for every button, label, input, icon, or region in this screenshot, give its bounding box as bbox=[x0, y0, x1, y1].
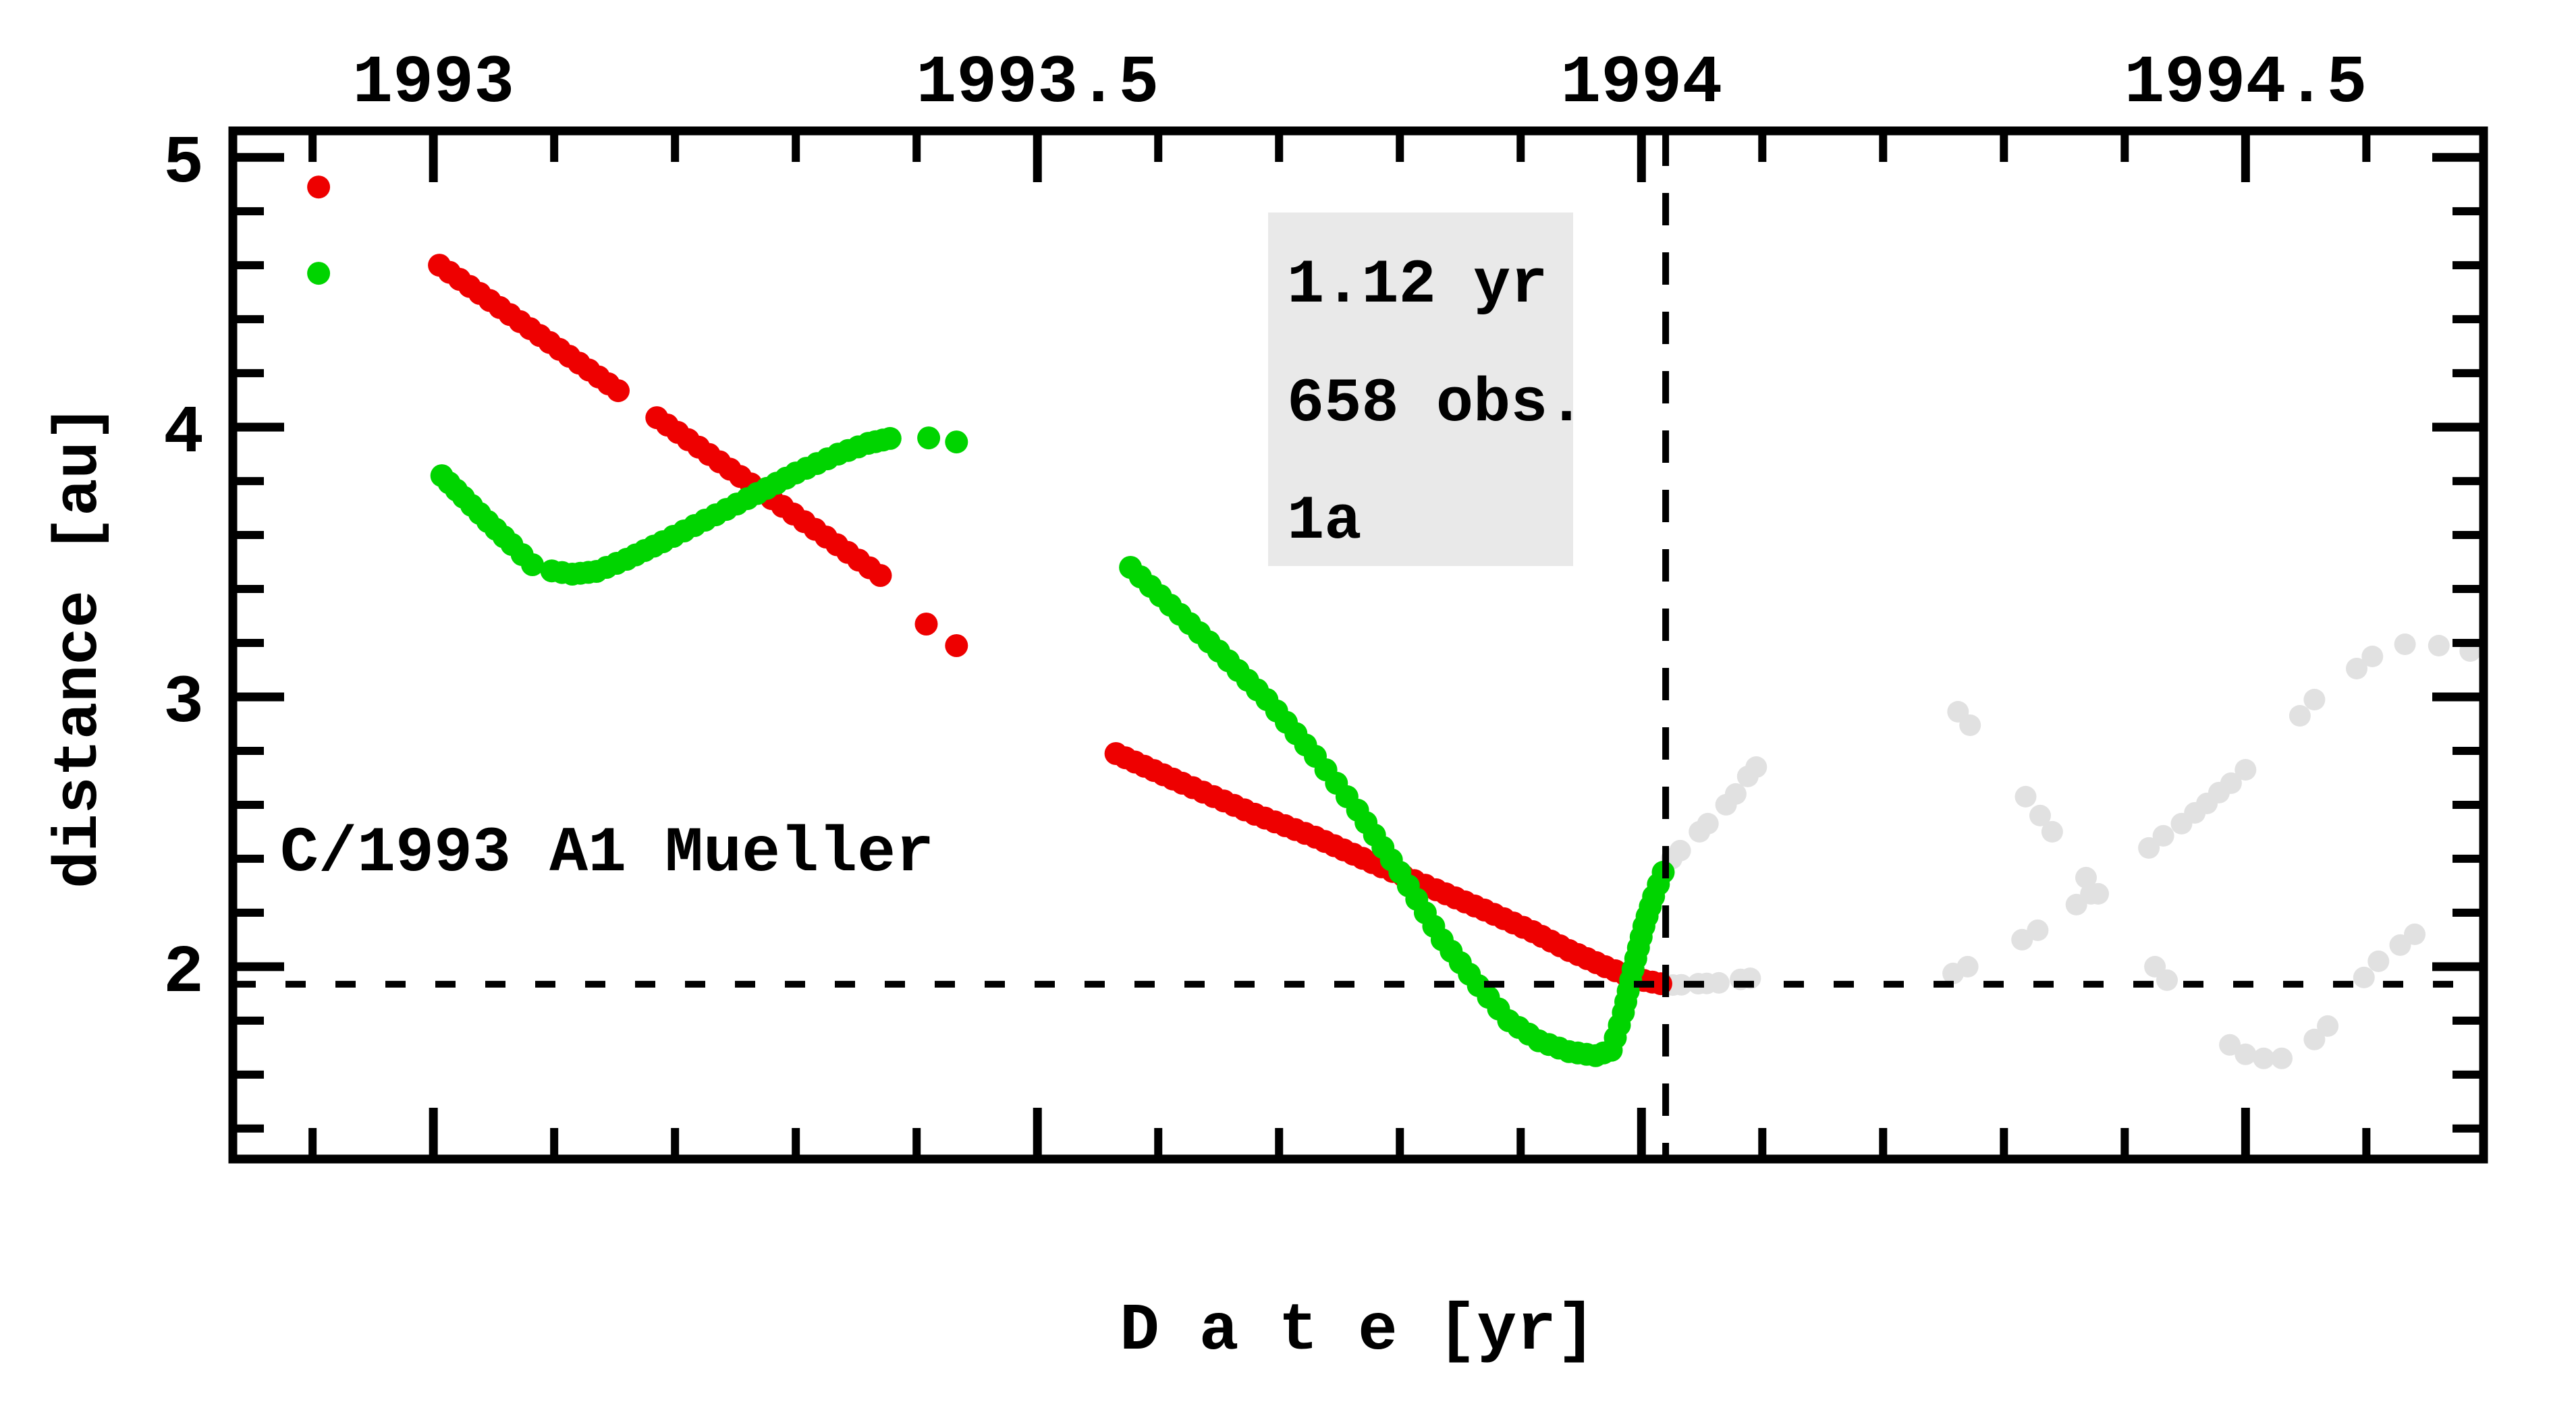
x-axis-tick-label: 1994.5 bbox=[2124, 46, 2367, 122]
predicted-extrapolation-point bbox=[2289, 705, 2311, 727]
predicted-extrapolation-point bbox=[1669, 839, 1691, 862]
geocentric-distance-point bbox=[917, 426, 941, 450]
y-axis-tick-label: 5 bbox=[163, 126, 204, 202]
predicted-extrapolation-point bbox=[2271, 1047, 2293, 1069]
predicted-extrapolation-point bbox=[1724, 783, 1747, 805]
predicted-extrapolation-point bbox=[2353, 966, 2375, 988]
x-axis-tick-label: 1994 bbox=[1560, 46, 1722, 122]
predicted-extrapolation-point bbox=[2219, 1034, 2241, 1056]
predicted-extrapolation-point bbox=[1745, 756, 1767, 778]
predicted-extrapolation-point bbox=[2303, 689, 2326, 710]
heliocentric-distance-point bbox=[607, 379, 630, 403]
predicted-extrapolation-point bbox=[1697, 812, 1719, 835]
predicted-extrapolation-point bbox=[2075, 866, 2097, 889]
predicted-extrapolation-point bbox=[2029, 804, 2051, 826]
heliocentric-distance-point bbox=[307, 175, 331, 199]
geocentric-distance-point bbox=[945, 430, 968, 454]
x-axis-title: D a t e [yr] bbox=[1120, 1294, 1596, 1369]
y-axis-tick-label: 2 bbox=[163, 936, 204, 1012]
heliocentric-distance-point bbox=[869, 564, 892, 587]
predicted-extrapolation-point bbox=[2156, 969, 2178, 991]
geocentric-distance-point bbox=[878, 426, 902, 450]
observation-count-label: 658 obs. bbox=[1287, 368, 1585, 439]
heliocentric-distance-point bbox=[945, 634, 968, 657]
predicted-extrapolation-point bbox=[2015, 785, 2037, 808]
y-axis-tick-label: 4 bbox=[163, 396, 204, 472]
predicted-extrapolation-point bbox=[2404, 923, 2426, 945]
y-axis-tick-label: 3 bbox=[163, 666, 204, 742]
orbital-arc-length-label: 1.12 yr bbox=[1287, 250, 1548, 320]
predicted-extrapolation-point bbox=[2361, 646, 2384, 667]
predicted-extrapolation-point bbox=[2235, 759, 2257, 781]
heliocentric-distance-point bbox=[914, 613, 938, 636]
predicted-extrapolation-point bbox=[1959, 714, 1981, 736]
predicted-extrapolation-point bbox=[2138, 837, 2160, 859]
y-axis-title: distance [au] bbox=[44, 404, 115, 889]
predicted-extrapolation-point bbox=[2152, 824, 2174, 847]
solution-id-label: 1a bbox=[1287, 486, 1362, 557]
predicted-extrapolation-point bbox=[2394, 633, 2416, 655]
predicted-extrapolation-point bbox=[2041, 820, 2063, 843]
predicted-extrapolation-point bbox=[2346, 658, 2367, 679]
geocentric-distance-point bbox=[521, 553, 544, 576]
predicted-extrapolation-point bbox=[2220, 772, 2242, 794]
x-axis-tick-label: 1993 bbox=[352, 46, 514, 122]
geocentric-distance-point bbox=[307, 262, 331, 285]
predicted-extrapolation-point bbox=[1956, 955, 1979, 978]
predicted-extrapolation-point bbox=[2428, 635, 2450, 656]
predicted-extrapolation-point bbox=[1670, 974, 1693, 996]
predicted-extrapolation-point bbox=[2235, 1043, 2257, 1065]
predicted-extrapolation-point bbox=[1707, 971, 1730, 994]
plot-frame bbox=[228, 126, 2488, 1164]
orbit-info-box: 1.12 yr 658 obs. 1a bbox=[1268, 213, 1585, 566]
predicted-extrapolation-point bbox=[2253, 1047, 2275, 1069]
comet-name-label: C/1993 A1 Mueller bbox=[280, 817, 935, 890]
predicted-extrapolation-point bbox=[2317, 1015, 2339, 1037]
predicted-extrapolation-point bbox=[2011, 928, 2033, 951]
x-axis-tick-label: 1993.5 bbox=[916, 46, 1159, 122]
predicted-extrapolation-point bbox=[2080, 882, 2102, 905]
predicted-extrapolation-point bbox=[2303, 1028, 2326, 1050]
predicted-extrapolation-point bbox=[2367, 950, 2390, 972]
predicted-extrapolation-point bbox=[2027, 919, 2049, 941]
